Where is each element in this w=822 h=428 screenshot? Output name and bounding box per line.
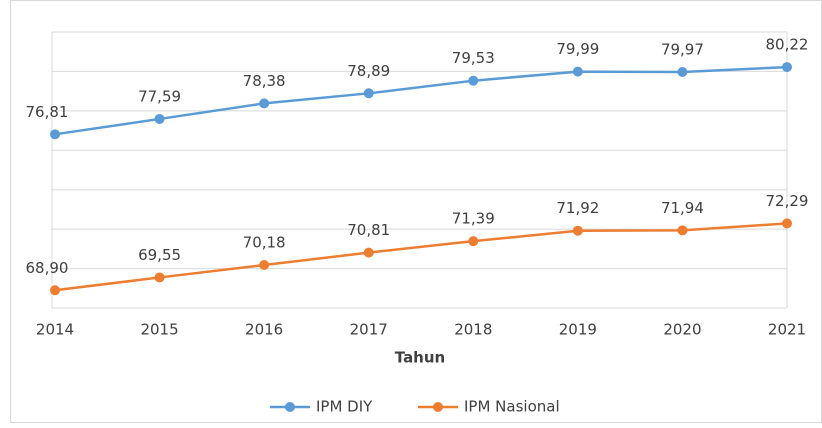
legend-marker (285, 402, 295, 412)
data-point (572, 225, 583, 236)
data-label: 78,89 (347, 62, 390, 80)
data-label: 78,38 (243, 72, 286, 90)
series-line (54, 65, 788, 136)
data-label: 70,81 (347, 221, 390, 239)
x-tick-label: 2019 (559, 321, 597, 339)
data-point (363, 88, 374, 99)
x-tick-label: 2016 (245, 321, 283, 339)
x-tick-label: 2014 (36, 321, 74, 339)
data-label: 80,22 (766, 36, 809, 54)
x-tick-label: 2018 (454, 321, 492, 339)
data-label: 72,29 (766, 192, 809, 210)
series-line (54, 222, 788, 292)
data-point (259, 260, 270, 271)
data-label: 69,55 (138, 246, 181, 264)
data-label: 79,53 (452, 49, 495, 67)
x-tick-label: 2021 (768, 321, 806, 339)
data-point (677, 225, 688, 236)
data-point (50, 129, 60, 140)
legend-label: IPM DIY (316, 398, 373, 416)
x-tick-label: 2017 (350, 321, 388, 339)
data-point (363, 247, 374, 258)
data-label: 77,59 (138, 87, 181, 105)
data-point (468, 236, 479, 247)
data-label: 68,90 (26, 259, 69, 277)
data-point (782, 62, 792, 73)
data-label: 71,39 (452, 210, 495, 228)
x-axis-label: Tahun (395, 349, 445, 367)
data-label: 79,99 (556, 40, 599, 58)
data-point (154, 113, 165, 124)
data-point (572, 66, 583, 77)
data-label: 71,94 (661, 199, 704, 217)
data-point (154, 272, 165, 283)
x-tick-label: 2015 (140, 321, 178, 339)
data-point (50, 285, 60, 296)
data-point (677, 67, 688, 78)
data-point (259, 98, 270, 109)
data-label: 79,97 (661, 41, 704, 59)
data-point (782, 218, 792, 229)
data-point (468, 75, 479, 86)
legend-label: IPM Nasional (464, 398, 560, 416)
data-label: 71,92 (556, 199, 599, 217)
legend-marker (433, 402, 443, 412)
x-tick-label: 2020 (663, 321, 701, 339)
data-label: 70,18 (243, 234, 286, 252)
data-label: 76,81 (26, 103, 69, 121)
